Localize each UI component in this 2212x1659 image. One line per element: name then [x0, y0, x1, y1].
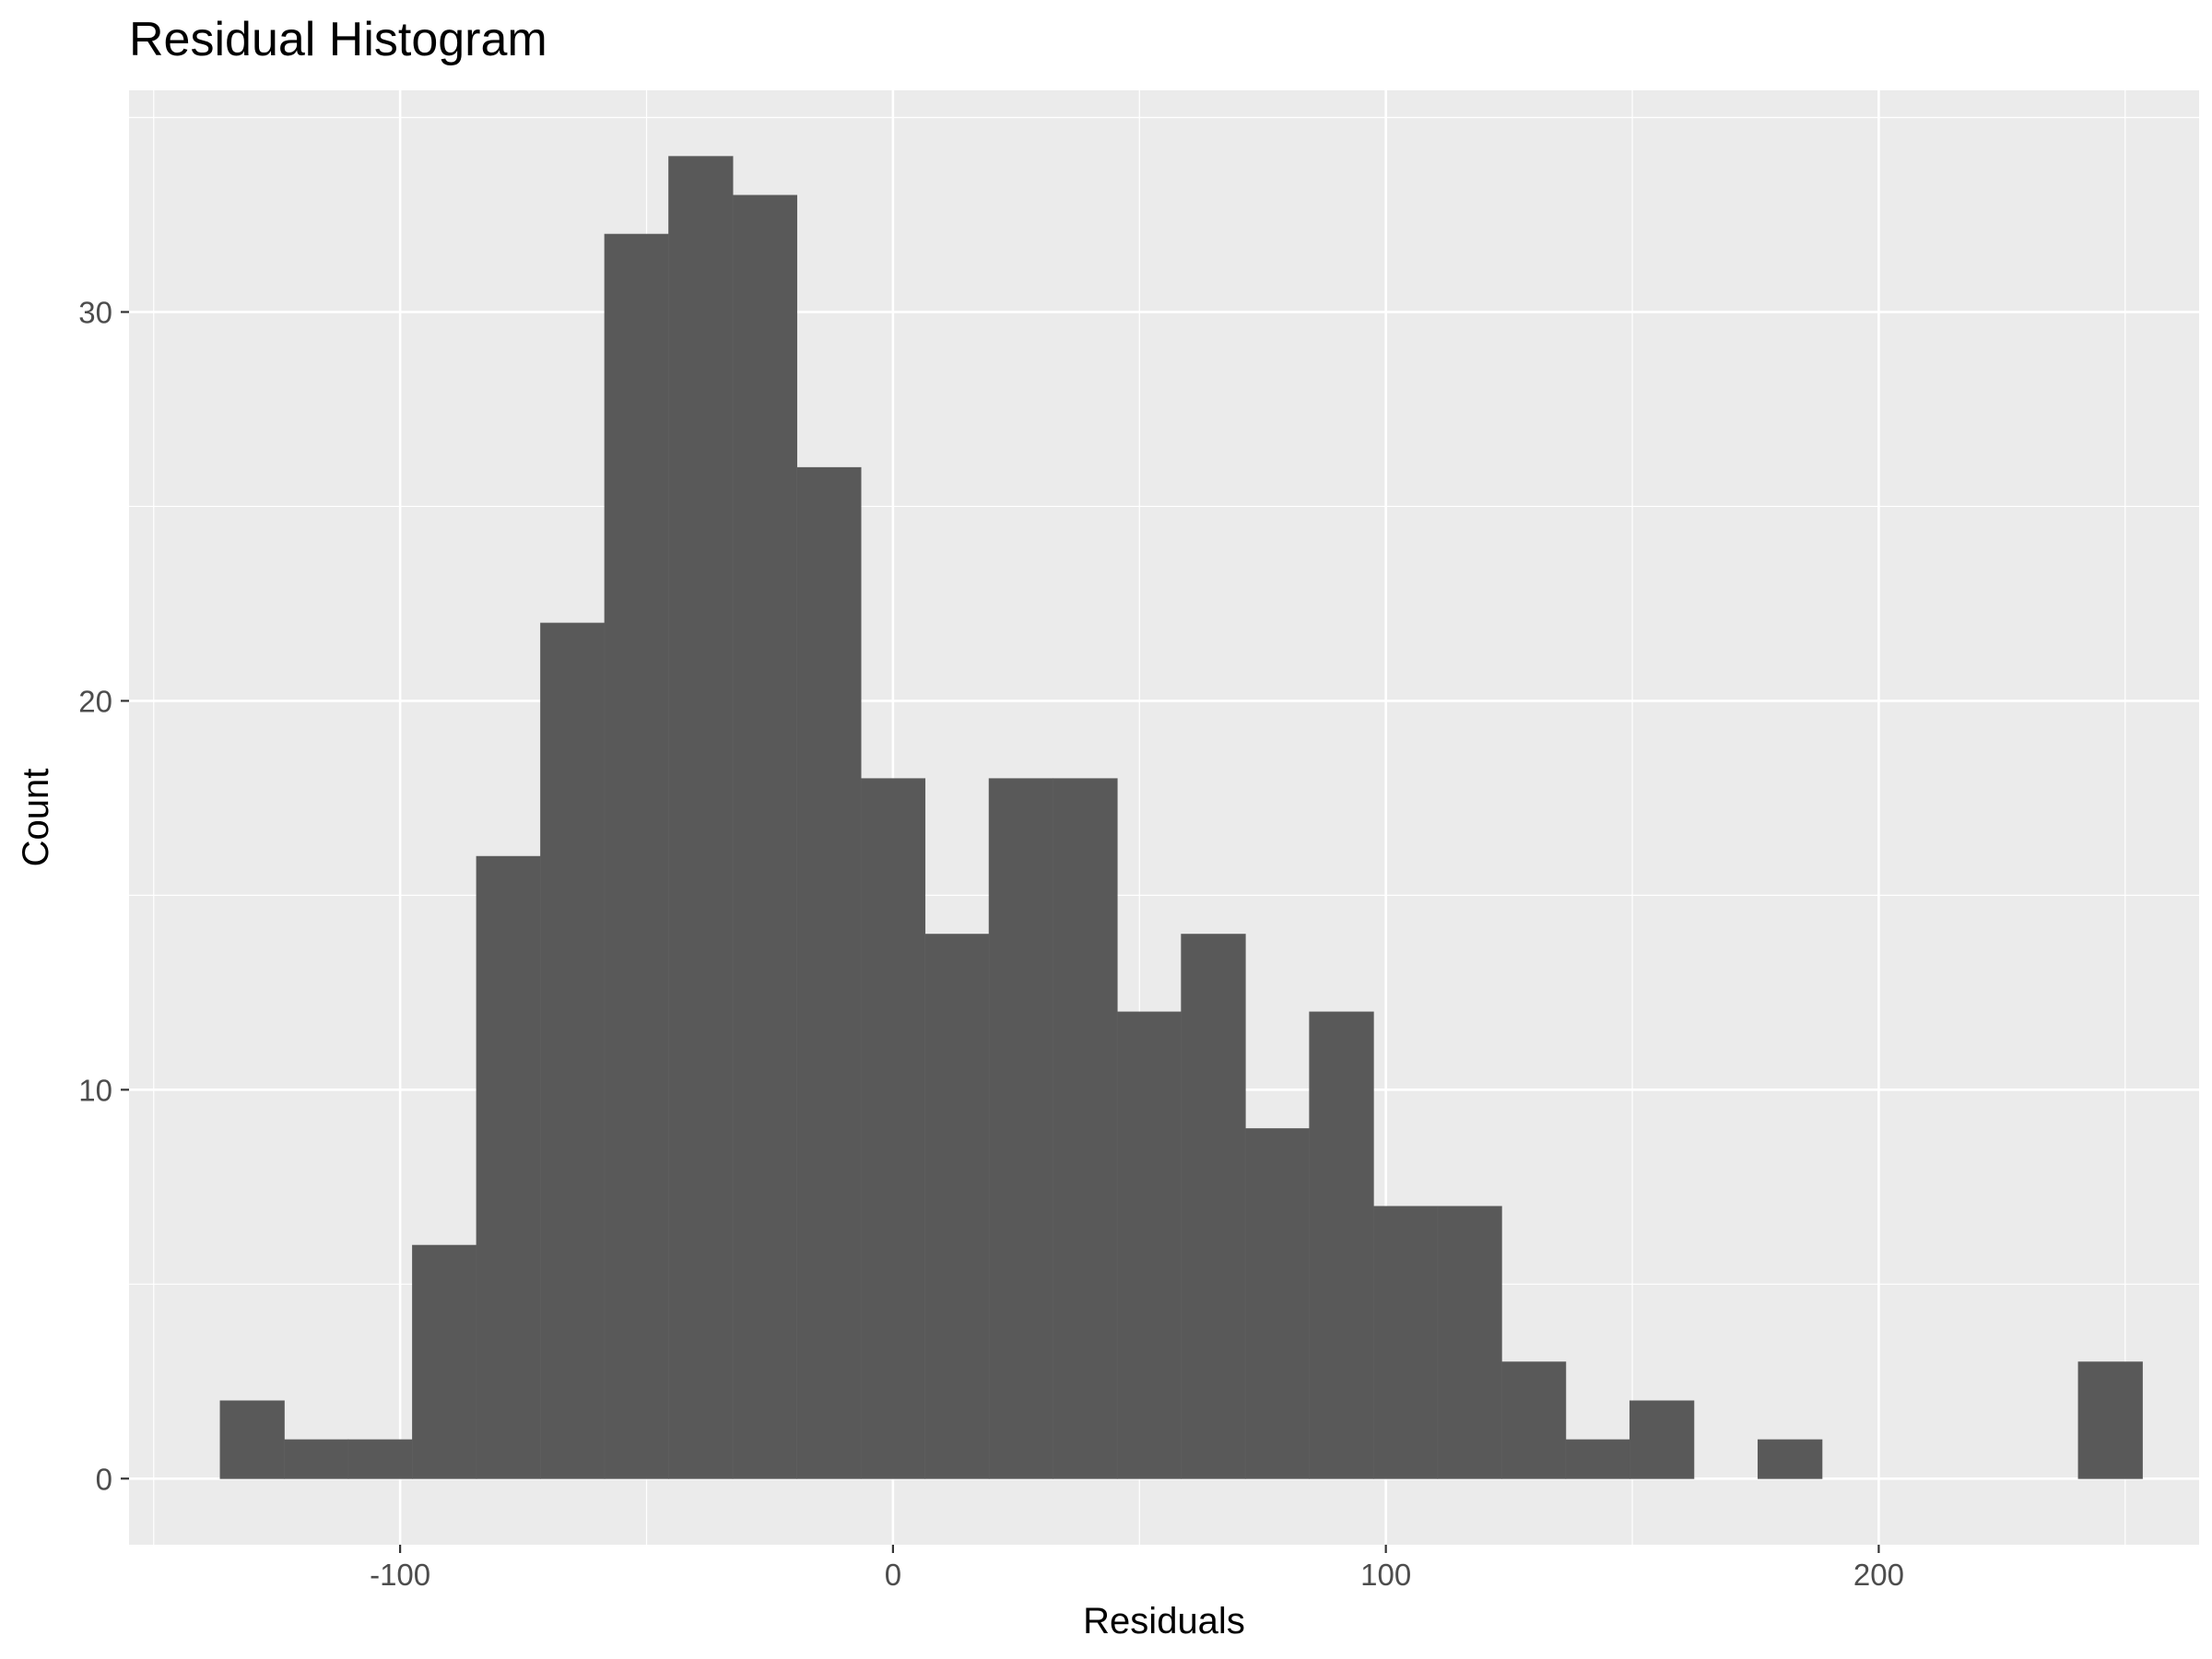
histogram-bar: [1116, 1011, 1182, 1479]
histogram-bar: [219, 1400, 285, 1479]
y-tick-label: 0: [96, 1462, 112, 1496]
histogram-bar: [347, 1439, 413, 1479]
x-axis-title: Residuals: [1083, 1601, 1245, 1641]
histogram-bar: [604, 233, 669, 1479]
x-tick-label: 100: [1360, 1558, 1411, 1592]
histogram-bar: [1309, 1011, 1374, 1479]
x-axis: -100 0 100 200: [370, 1545, 1904, 1592]
histogram-bar: [1053, 778, 1118, 1479]
chart-title: Residual Histogram: [129, 13, 547, 66]
histogram-bar: [988, 778, 1054, 1479]
histogram-bar: [476, 855, 541, 1479]
histogram-bar: [860, 778, 926, 1479]
y-axis-title: Count: [16, 769, 56, 867]
x-tick-label: 0: [885, 1558, 901, 1592]
histogram-bar: [1244, 1128, 1311, 1479]
histogram-bar: [796, 466, 862, 1479]
histogram-bar: [1437, 1206, 1502, 1479]
histogram-bar: [1372, 1206, 1439, 1479]
y-tick-label: 10: [78, 1073, 112, 1107]
histogram-bar: [924, 934, 990, 1479]
y-tick-label: 20: [78, 684, 112, 718]
histogram-bar: [1565, 1439, 1630, 1479]
x-tick-label: -100: [370, 1558, 430, 1592]
histogram-bar: [2077, 1361, 2143, 1479]
histogram-bar: [1757, 1439, 1823, 1479]
histogram-bar: [1629, 1400, 1695, 1479]
histogram-bar: [732, 194, 798, 1479]
histogram-bar: [412, 1244, 477, 1479]
histogram-bar: [1500, 1361, 1567, 1479]
histogram-bars: [219, 156, 2143, 1479]
histogram-bar: [540, 622, 606, 1479]
x-tick-label: 200: [1853, 1558, 1904, 1592]
histogram-bar: [1181, 934, 1246, 1479]
histogram-bar: [668, 156, 734, 1479]
y-tick-label: 30: [78, 295, 112, 329]
histogram-bar: [284, 1439, 349, 1479]
y-axis: 0 10 20 30: [78, 295, 129, 1496]
